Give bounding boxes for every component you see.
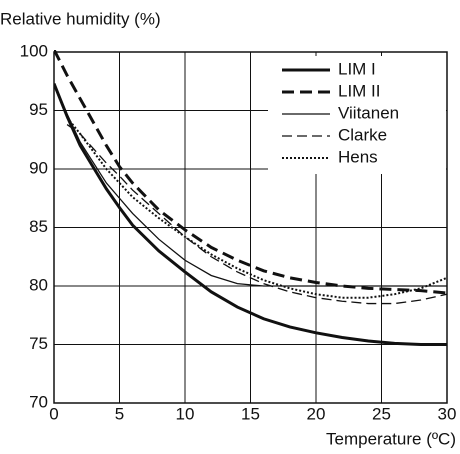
legend-label: Hens	[338, 147, 378, 166]
legend-box	[268, 56, 446, 174]
y-tick-label: 80	[29, 275, 48, 294]
x-tick-label: 10	[176, 404, 195, 423]
y-tick-label: 100	[20, 41, 48, 60]
x-tick-label: 5	[115, 404, 124, 423]
y-axis-label: Relative humidity (%)	[0, 9, 161, 28]
x-tick-label: 30	[438, 404, 457, 423]
legend-label: LIM II	[338, 81, 381, 100]
y-tick-label: 70	[29, 392, 48, 411]
data-line	[66, 124, 447, 305]
x-tick-label: 25	[372, 404, 391, 423]
legend-label: Clarke	[338, 125, 387, 144]
x-tick-label: 20	[307, 404, 326, 423]
legend-label: LIM I	[338, 59, 376, 78]
plot-frame	[53, 51, 448, 404]
data-line	[54, 50, 447, 295]
data-line	[54, 83, 447, 287]
x-axis-label: Temperature (ºC)	[326, 429, 456, 448]
data-line	[66, 116, 447, 299]
y-tick-label: 75	[29, 334, 48, 353]
legend-label: Viitanen	[338, 103, 399, 122]
data-line	[54, 83, 447, 346]
y-tick-label: 85	[29, 217, 48, 236]
x-tick-label: 0	[49, 404, 58, 423]
y-tick-label: 95	[29, 100, 48, 119]
x-tick-label: 15	[241, 404, 260, 423]
y-tick-label: 90	[29, 158, 48, 177]
